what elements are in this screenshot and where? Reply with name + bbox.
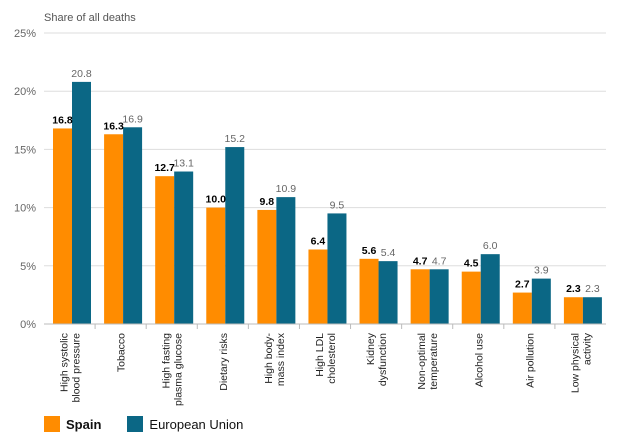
data-label-spain: 16.8 (52, 114, 73, 126)
x-category-label-line: temperature (428, 333, 440, 390)
bar-eu (480, 254, 500, 324)
legend: Spain European Union (44, 416, 269, 432)
x-category-label: High systolic blood pressure (59, 333, 83, 403)
data-label-eu: 20.8 (71, 68, 92, 80)
data-label-spain: 10.0 (206, 194, 227, 206)
bars (53, 81, 602, 324)
x-category-label-line: mass index (275, 332, 287, 386)
data-label-spain: 4.5 (464, 258, 479, 270)
x-category-label-line: Low physical (569, 333, 581, 393)
bar-eu (429, 269, 449, 324)
legend-item-eu: European Union (127, 416, 243, 432)
legend-label-spain: Spain (66, 416, 102, 432)
x-category-label-line: High fasting (161, 333, 173, 389)
bar-spain (410, 269, 430, 324)
bar-eu (225, 147, 245, 324)
data-labels: 16.8 20.8 16.316.9 12.713.1 10.0 15.2 9.810.9 6… (52, 68, 600, 295)
data-label-eu: 10.9 (276, 183, 297, 195)
y-tick-label: 5% (20, 261, 36, 273)
legend-label-eu: European Union (149, 416, 244, 432)
x-category-label: Low physical activity (569, 332, 593, 393)
y-axis-label: Share of all deaths (44, 12, 136, 24)
data-label-spain: 12.7 (154, 162, 175, 174)
x-category-label: Kidney dysfunction (365, 332, 389, 386)
x-category-label-line: blood pressure (71, 333, 83, 403)
x-category-label: High fasting plasma glucose (161, 333, 185, 406)
x-category-label-line: Non-optimal (416, 333, 428, 390)
data-label-eu: 5.4 (381, 247, 396, 259)
bar-spain (563, 297, 583, 324)
data-label-eu: 2.3 (585, 283, 600, 295)
y-tick-label: 0% (20, 319, 36, 331)
x-category-label-line: Tobacco (116, 333, 128, 372)
bar-spain (512, 292, 532, 324)
bar-spain (257, 209, 277, 324)
x-category-label: Non-optimal temperature (416, 333, 440, 390)
data-label-spain: 5.6 (362, 245, 377, 257)
data-label-eu: 4.7 (432, 255, 447, 267)
data-label-spain: 6.4 (311, 236, 326, 248)
bar-spain (206, 207, 226, 324)
bar-eu (378, 261, 398, 324)
x-category-label: Tobacco (116, 333, 128, 372)
x-category-label: High body-mass index (263, 332, 287, 386)
y-tick-label: 25% (14, 28, 36, 40)
x-category-label-line: plasma glucose (173, 333, 185, 406)
bar-eu (174, 171, 194, 324)
bar-eu (531, 278, 551, 324)
legend-item-spain: Spain (44, 416, 101, 432)
bar-spain (308, 249, 328, 324)
legend-swatch-spain (44, 416, 60, 432)
x-category-label-line: High LDL (314, 333, 326, 377)
bar-spain (461, 271, 481, 324)
x-category-label: High LDL cholesterol (314, 333, 338, 384)
x-category-label-line: Dietary risks (218, 333, 230, 391)
bar-eu (582, 297, 602, 324)
bar-spain (359, 258, 379, 324)
data-label-spain: 9.8 (260, 196, 275, 208)
x-category-label: Air pollution (524, 333, 536, 388)
data-label-spain: 4.7 (413, 255, 428, 267)
x-category-label-line: High systolic (59, 333, 71, 392)
data-label-spain: 2.7 (515, 279, 530, 291)
data-label-eu: 15.2 (225, 133, 246, 145)
bar-eu (123, 127, 143, 324)
x-category-label-line: Kidney (365, 332, 377, 365)
data-label-spain: 2.3 (566, 283, 581, 295)
x-category-label-line: activity (581, 332, 593, 365)
data-label-spain: 16.3 (103, 120, 124, 132)
y-tick-labels: 0% 5% 10% 15% 20% 25% (14, 28, 36, 331)
x-category-label-line: dysfunction (377, 333, 389, 386)
x-category-label-line: Air pollution (524, 333, 536, 388)
bar-spain (53, 128, 72, 324)
bar-spain (155, 176, 175, 324)
x-category-label-line: Alcohol use (473, 333, 485, 387)
x-category-label-line: High body- (263, 333, 275, 384)
y-tick-label: 15% (14, 144, 36, 156)
x-category-label: Alcohol use (473, 333, 485, 387)
x-category-labels: High systolic blood pressure Tobacco High f… (59, 332, 594, 406)
data-label-eu: 9.5 (330, 199, 345, 211)
y-tick-label: 20% (14, 86, 36, 98)
data-label-eu: 6.0 (483, 240, 498, 252)
legend-swatch-eu (127, 416, 144, 432)
data-label-eu: 13.1 (173, 158, 194, 170)
x-category-label-line: cholesterol (326, 333, 338, 384)
bar-eu (276, 197, 296, 324)
data-label-eu: 3.9 (534, 265, 549, 277)
bar-eu (72, 81, 91, 324)
data-label-eu: 16.9 (122, 113, 143, 125)
y-tick-label: 10% (14, 203, 36, 215)
bar-spain (104, 134, 124, 324)
x-category-label: Dietary risks (218, 333, 230, 391)
bar-eu (327, 213, 347, 324)
